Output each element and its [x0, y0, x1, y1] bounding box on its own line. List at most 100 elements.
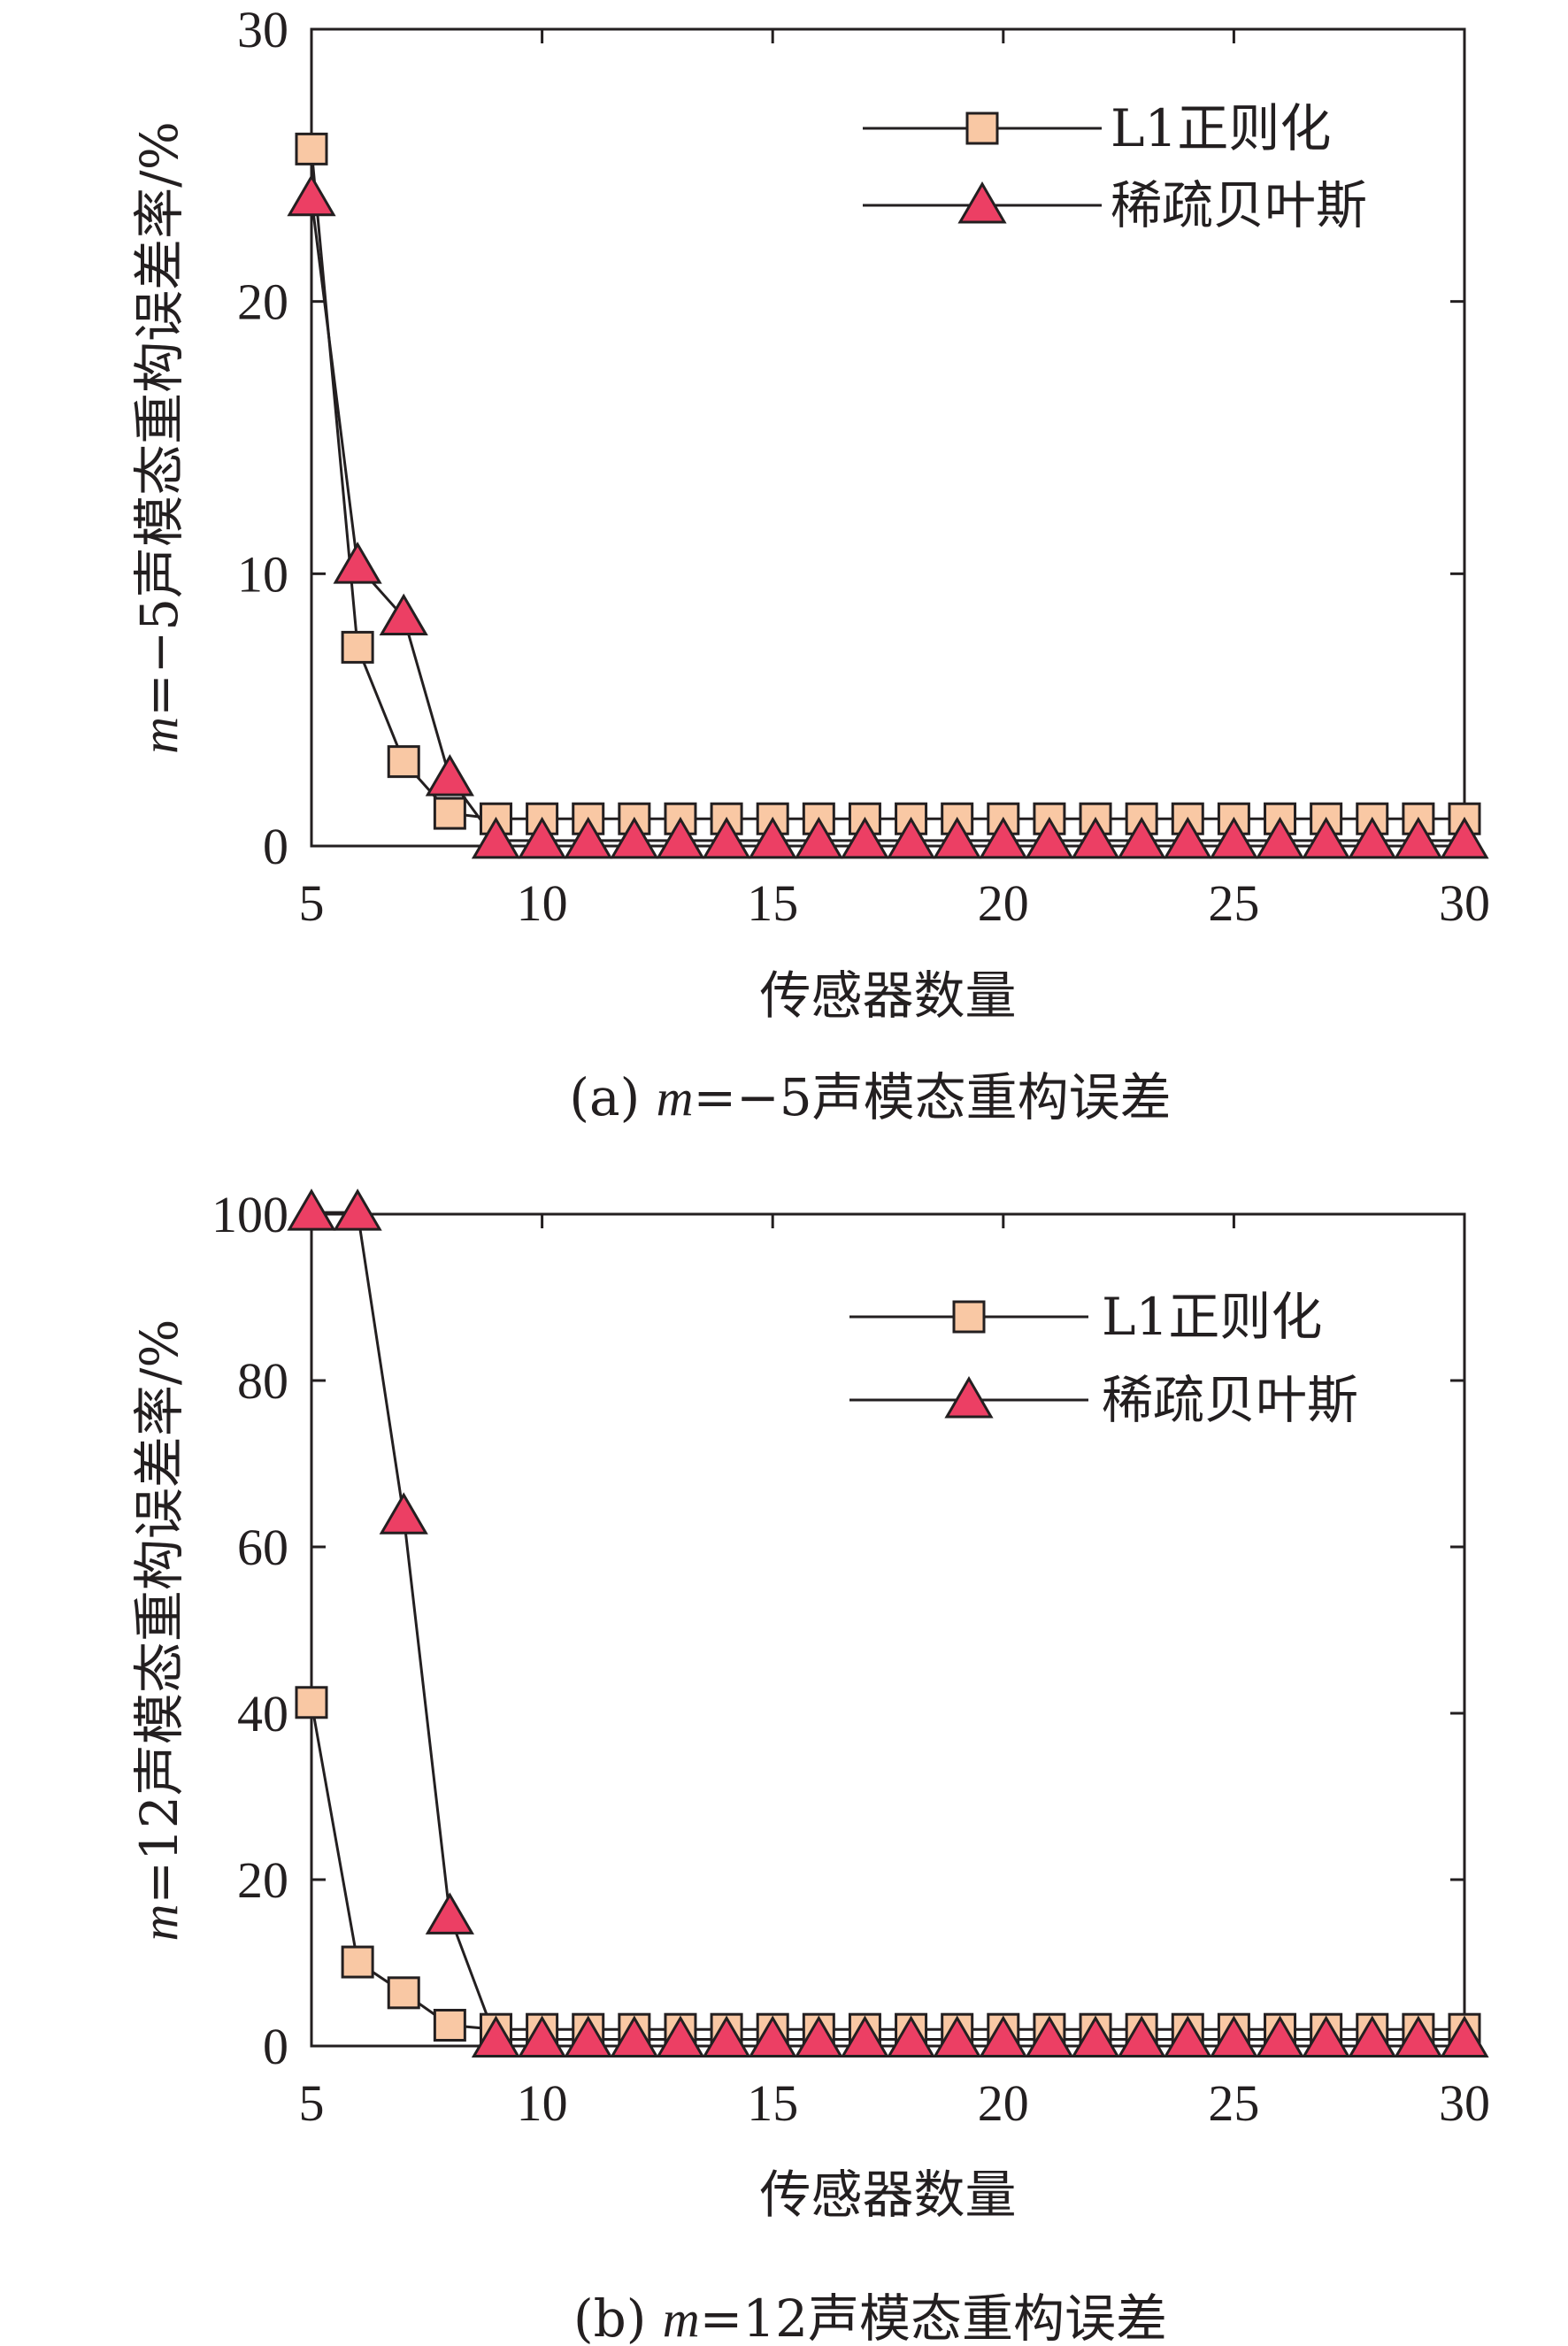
- x-tick-label: 30: [1439, 2074, 1490, 2132]
- data-point-triangle: [517, 816, 567, 859]
- series-line-l1: [310, 149, 1464, 820]
- data-point-square: [387, 745, 420, 779]
- series-markers-l1: [295, 132, 1481, 835]
- data-point-triangle: [1117, 816, 1166, 859]
- legend-label: L1正则化: [1111, 98, 1331, 158]
- data-point-triangle: [610, 2015, 659, 2058]
- data-point-triangle: [702, 2015, 751, 2058]
- data-point-square: [295, 132, 328, 165]
- data-point-triangle: [1117, 2015, 1166, 2058]
- data-point-square: [433, 796, 466, 830]
- series-markers-sparse-bayes: [287, 1188, 1489, 2058]
- data-point-triangle: [840, 2015, 890, 2058]
- y-tick-label: 0: [263, 818, 288, 875]
- data-point-triangle: [1025, 816, 1074, 859]
- data-point-triangle: [1302, 816, 1351, 859]
- y-tick-label: 40: [237, 1685, 288, 1742]
- x-tick-label: 30: [1439, 874, 1490, 932]
- data-point-triangle: [886, 816, 936, 859]
- data-point-triangle: [1255, 816, 1305, 859]
- data-point-triangle: [1440, 816, 1489, 859]
- x-tick-label: 25: [1208, 874, 1259, 932]
- data-point-triangle: [886, 2015, 936, 2058]
- data-point-triangle: [471, 2015, 521, 2058]
- x-axis-title: 传感器数量: [759, 2165, 1016, 2225]
- data-point-triangle: [287, 173, 336, 217]
- x-tick-label: 20: [978, 2074, 1029, 2132]
- data-point-triangle: [1394, 2015, 1443, 2058]
- data-point-triangle: [1394, 816, 1443, 859]
- data-point-triangle: [333, 1188, 382, 1231]
- series-markers-l1: [295, 1686, 1481, 2046]
- data-point-triangle: [564, 2015, 613, 2058]
- data-point-triangle: [979, 816, 1028, 859]
- data-point-triangle: [1440, 2015, 1489, 2058]
- x-axis-title: 传感器数量: [759, 965, 1016, 1026]
- data-point-triangle: [933, 816, 982, 859]
- x-tick-label: 20: [978, 874, 1029, 932]
- x-tick-label: 10: [517, 2074, 568, 2132]
- x-tick-label: 15: [747, 874, 798, 932]
- x-tick-label: 5: [299, 2074, 325, 2132]
- data-point-triangle: [564, 816, 613, 859]
- data-point-triangle: [1071, 816, 1120, 859]
- chart-panel-a: 5 10 15 20 25 30 0 10 20 30 传感器数量 m=−5声模态重构误差率/% L1正…: [129, 1, 1490, 1127]
- y-tick-label: 100: [211, 1186, 288, 1243]
- data-point-triangle: [1348, 816, 1397, 859]
- series-line-sparse-bayes: [310, 197, 1464, 842]
- data-point-square: [341, 630, 374, 664]
- y-tick-label: 10: [237, 545, 288, 603]
- data-point-triangle: [1209, 816, 1259, 859]
- data-point-triangle: [794, 816, 843, 859]
- x-tick-label: 15: [747, 2074, 798, 2132]
- data-point-triangle: [794, 2015, 843, 2058]
- y-axis-title: m=12声模态重构误差率/%: [129, 1319, 189, 1942]
- legend-label: 稀疏贝叶斯: [1102, 1370, 1358, 1430]
- data-point-triangle: [1071, 2015, 1120, 2058]
- x-tick-label: 10: [517, 874, 568, 932]
- data-point-triangle: [333, 542, 382, 584]
- legend-marker-square: [965, 112, 999, 145]
- data-point-triangle: [979, 2015, 1028, 2058]
- data-point-triangle: [425, 754, 474, 796]
- legend-marker-square: [952, 1300, 986, 1334]
- legend-label: L1正则化: [1102, 1287, 1322, 1347]
- data-point-triangle: [1348, 2015, 1397, 2058]
- data-point-triangle: [933, 2015, 982, 2058]
- x-tick-label: 25: [1208, 2074, 1259, 2132]
- data-point-triangle: [1163, 816, 1212, 859]
- data-point-triangle: [840, 816, 890, 859]
- figure-caption: (b) m=12声模态重构误差: [573, 2288, 1167, 2346]
- data-point-triangle: [379, 593, 428, 636]
- data-point-triangle: [702, 816, 751, 859]
- plot-area-frame: [310, 27, 1466, 848]
- data-point-triangle: [610, 816, 659, 859]
- data-point-triangle: [379, 1492, 428, 1535]
- data-point-square: [295, 1686, 328, 1719]
- data-point-square: [341, 1945, 374, 1979]
- x-tick-label: 5: [299, 874, 325, 932]
- data-point-triangle: [425, 1892, 474, 1934]
- y-axis-title: m=−5声模态重构误差率/%: [129, 121, 189, 754]
- y-tick-label: 80: [237, 1352, 288, 1410]
- legend-marker-triangle: [957, 181, 1007, 224]
- y-tick-label: 20: [237, 273, 288, 331]
- data-point-triangle: [517, 2015, 567, 2058]
- plot-area-frame: [310, 1212, 1466, 2048]
- figure-caption: (a) m=−5声模态重构误差: [569, 1067, 1171, 1127]
- data-point-triangle: [1163, 2015, 1212, 2058]
- data-point-triangle: [748, 2015, 797, 2058]
- data-point-triangle: [1302, 2015, 1351, 2058]
- series-line-l1: [310, 1702, 1464, 2031]
- data-point-square: [387, 1976, 420, 2010]
- legend-marker-triangle: [944, 1376, 994, 1419]
- y-tick-label: 0: [263, 2018, 288, 2075]
- data-point-triangle: [656, 816, 705, 859]
- chart-panel-b: 5 10 15 20 25 30 0 20 40 60 80 100 传感器数量 m=12声模态重构误差率…: [129, 1186, 1490, 2346]
- data-point-square: [433, 2009, 466, 2042]
- data-point-triangle: [1255, 2015, 1305, 2058]
- legend-label: 稀疏贝叶斯: [1111, 175, 1367, 235]
